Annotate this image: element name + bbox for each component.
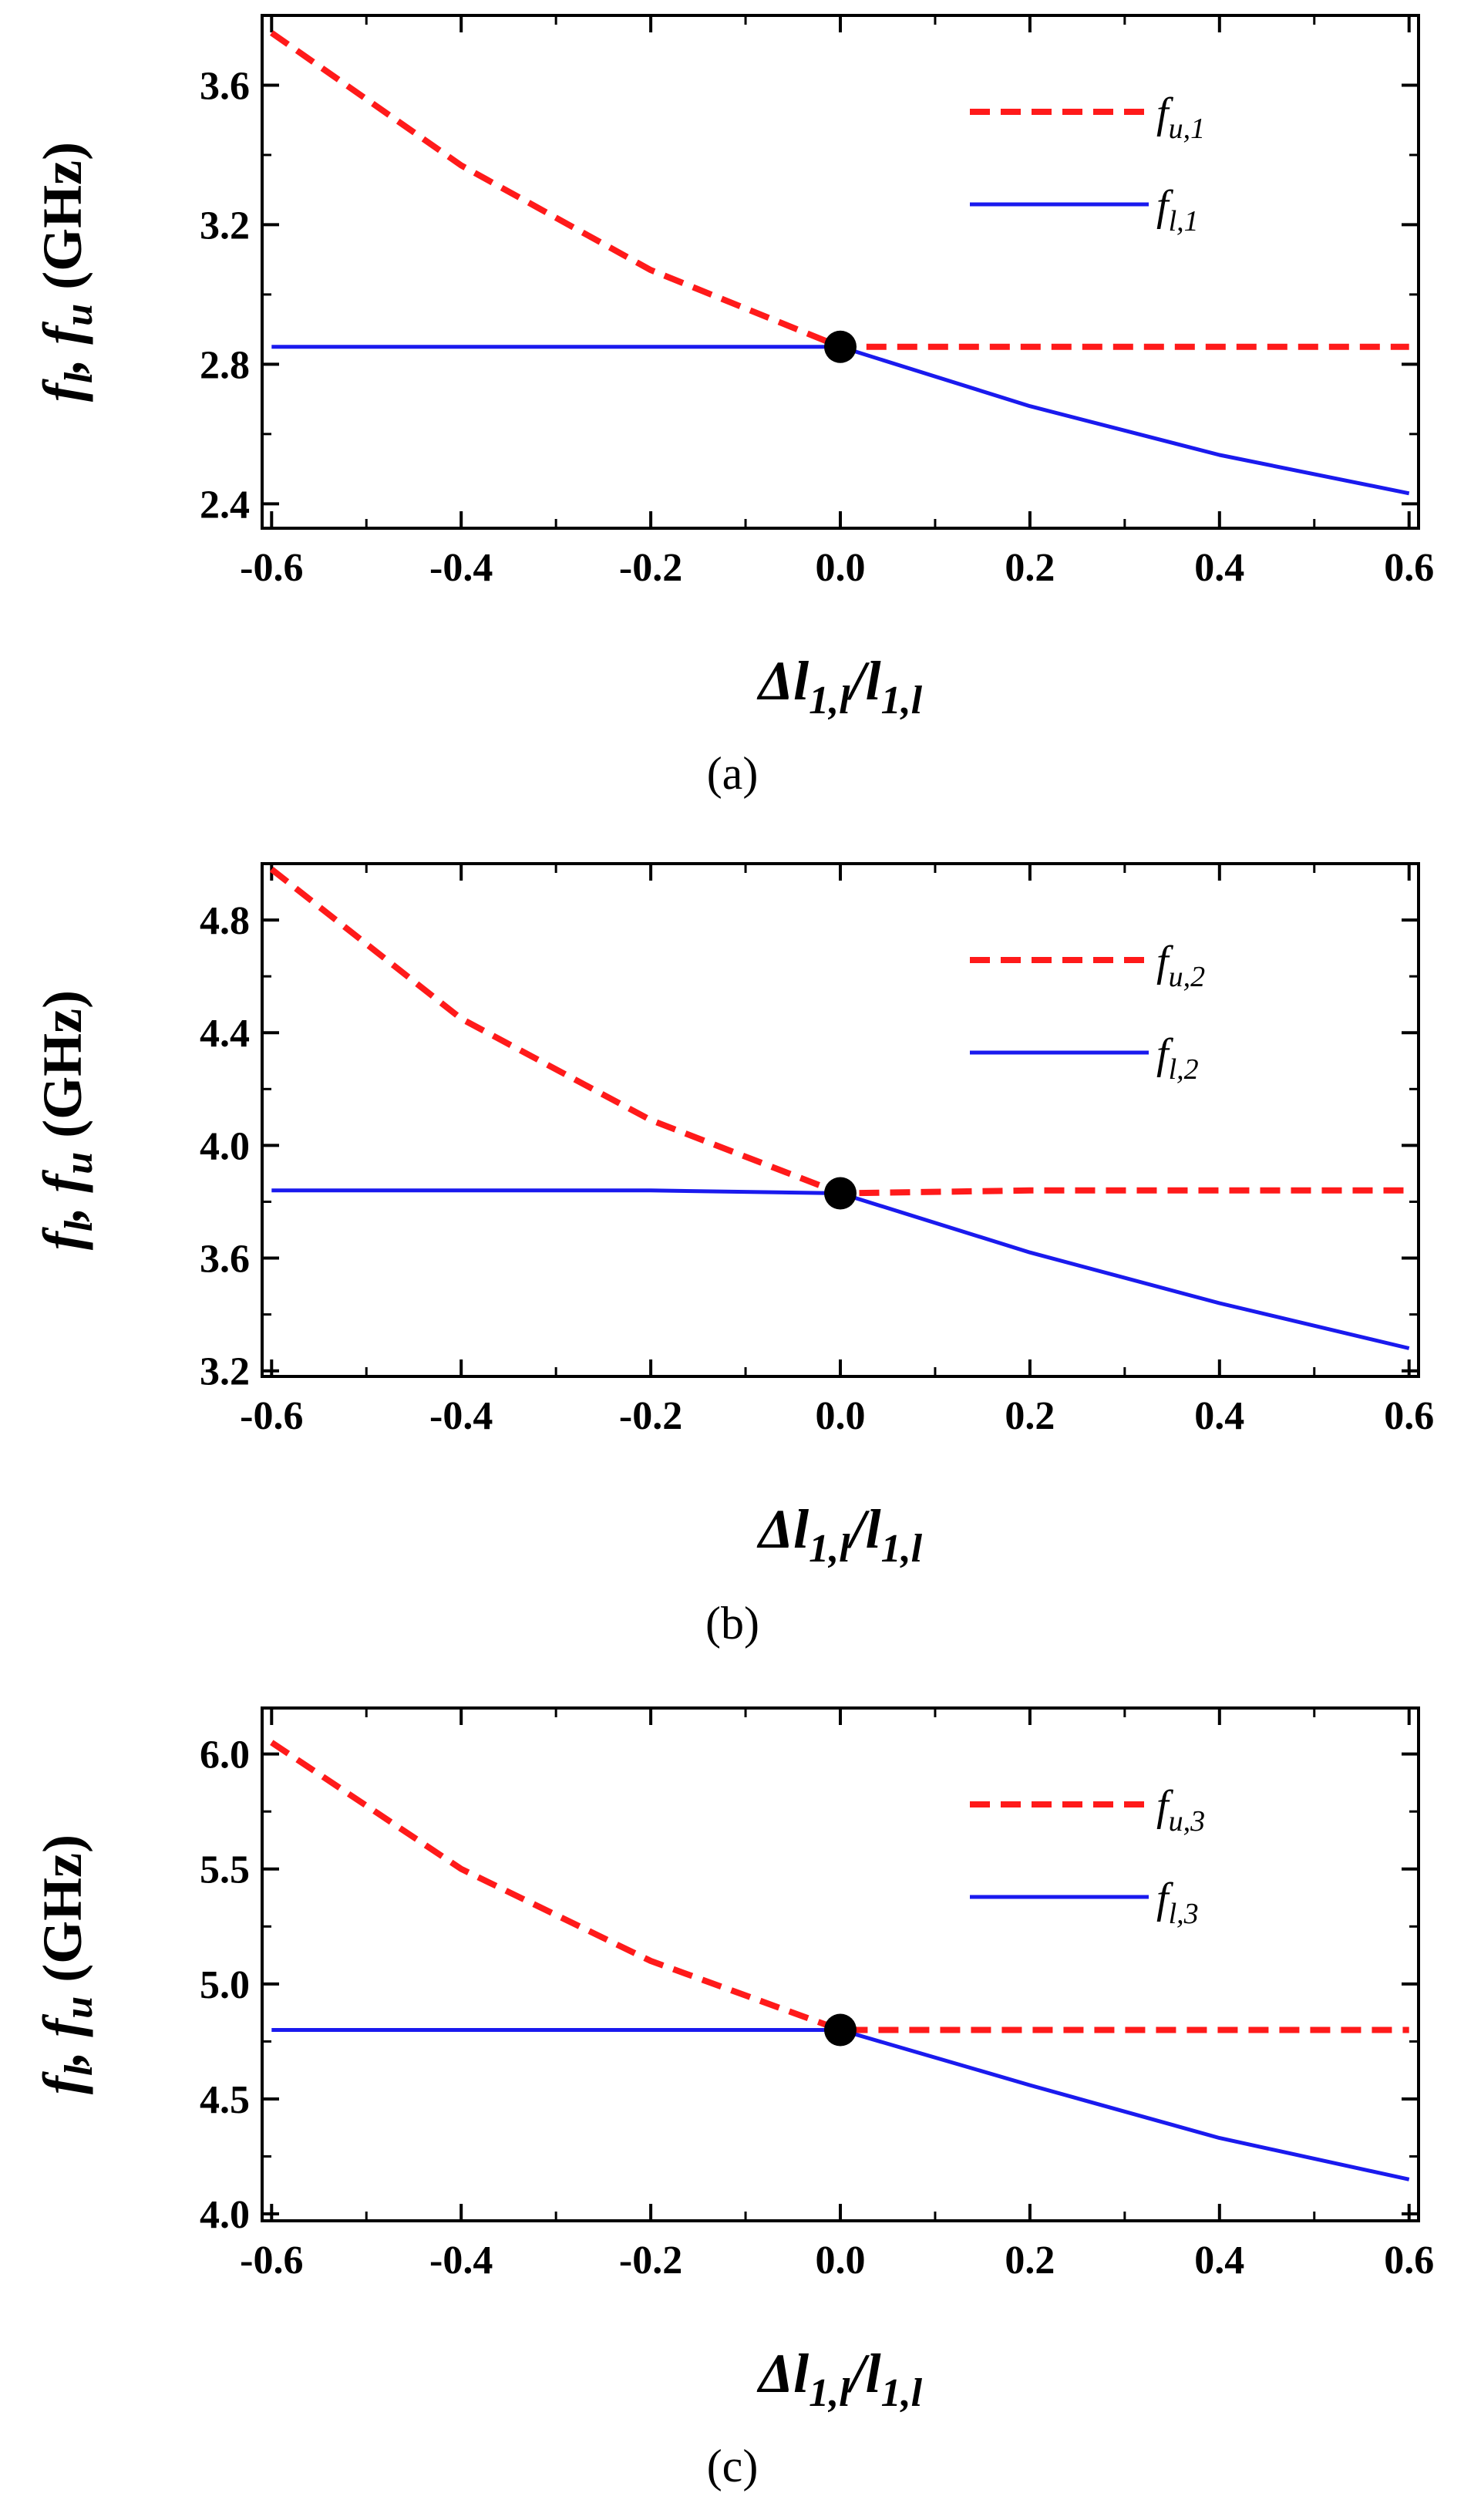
- x-axis-label-sub2: 1,l: [881, 679, 923, 723]
- legend-label: fu,1: [1156, 89, 1205, 145]
- y-axis-label-unit: (GHz): [32, 990, 93, 1152]
- y-tick-label: 2.8: [200, 343, 250, 387]
- y-axis-label-comma: ,: [32, 1193, 93, 1222]
- y-tick-label: 3.6: [200, 1238, 250, 1282]
- legend-label-sub: l,2: [1169, 1053, 1199, 1086]
- y-tick-label: 3.2: [200, 1350, 250, 1394]
- panel-2: -0.6 -0.4 -0.2 0.0 0.2 0.4 0.6 3.2 3.6 4.0 4.4 4.8 f…: [32, 862, 1434, 1649]
- x-axis-label: Δl1,l/l1,l: [756, 2343, 923, 2415]
- y-tick-label: 5.0: [200, 1963, 250, 2007]
- x-tick-label: -0.2: [619, 2239, 682, 2282]
- y-axis-label: fl, fu (GHz): [32, 142, 101, 402]
- y-tick-label: 2.4: [200, 483, 250, 527]
- y-tick-label: 4.5: [200, 2078, 250, 2122]
- x-axis-label-sub: 1,l: [809, 1527, 850, 1571]
- x-tick-label: 0.6: [1384, 2239, 1434, 2282]
- y-tick-label: 4.0: [200, 1124, 250, 1168]
- series-line-f-u-3: [270, 1740, 1409, 2033]
- series-line-f-u-2: [269, 867, 1409, 1197]
- x-tick-label: -0.2: [619, 1394, 682, 1438]
- panel-caption: (b): [705, 1598, 759, 1649]
- legend-label: fu,3: [1156, 1782, 1205, 1838]
- y-axis-label: fl, fu (GHz): [32, 990, 101, 1250]
- x-tick-label: -0.4: [429, 1394, 493, 1438]
- x-axis-label-sub: 1,l: [809, 2371, 850, 2415]
- legend-label: fu,2: [1156, 938, 1205, 993]
- x-axis-label-sub2: 1,l: [881, 2371, 923, 2415]
- series-line-f-l-1: [271, 345, 1410, 496]
- series-line-f-l-2: [271, 1188, 1410, 1350]
- x-tick-label: -0.6: [240, 2239, 303, 2282]
- x-tick-label: 0.6: [1384, 1394, 1434, 1438]
- legend-label-sub: l,1: [1169, 205, 1199, 238]
- legend-label: fl,3: [1156, 1875, 1199, 1930]
- x-axis-label-sub2: 1,l: [881, 1527, 923, 1571]
- x-tick-label: -0.4: [429, 2239, 493, 2282]
- y-tick-label: 4.8: [200, 899, 250, 943]
- x-tick-label: 0.6: [1384, 546, 1434, 590]
- x-axis-label-main2: l: [866, 650, 881, 712]
- y-tick-label: 5.5: [200, 1848, 250, 1892]
- x-tick-label: -0.6: [240, 546, 303, 590]
- y-axis-label-sub2: u: [57, 1152, 101, 1174]
- x-axis-label-main2: l: [866, 1498, 881, 1560]
- x-axis-label-main: Δl: [756, 650, 809, 712]
- x-axis-label-main2: l: [866, 2343, 881, 2404]
- x-tick-label: -0.2: [619, 546, 682, 590]
- y-tick-label: 6.0: [200, 1733, 250, 1777]
- x-tick-label: 0.0: [816, 1394, 866, 1438]
- y-tick-label: 4.4: [200, 1012, 250, 1056]
- panel-caption: (c): [707, 2441, 759, 2491]
- y-tick-label: 3.2: [200, 204, 250, 248]
- legend-label-sub: l,3: [1169, 1898, 1199, 1930]
- x-tick-label: -0.6: [240, 1394, 303, 1438]
- y-axis-label-comma: ,: [32, 345, 93, 374]
- legend-label: fl,1: [1156, 182, 1199, 238]
- legend-label-sub: u,1: [1169, 113, 1206, 145]
- crossover-marker: [824, 1177, 857, 1210]
- panel-3: -0.6 -0.4 -0.2 0.0 0.2 0.4 0.6 4.0 4.5 5.0 5.5 6.0 f…: [32, 1706, 1434, 2491]
- y-axis-label-sub2: u: [57, 1996, 101, 2019]
- legend-label-sub: u,2: [1169, 961, 1206, 993]
- y-axis-label-sub: l: [57, 2064, 101, 2076]
- x-axis-label-main: Δl: [756, 1498, 809, 1560]
- series-line-f-u-1: [270, 30, 1409, 350]
- x-tick-label: 0.4: [1194, 2239, 1244, 2282]
- x-axis-label: Δl1,l/l1,l: [756, 1498, 923, 1571]
- legend-label-sub: u,3: [1169, 1805, 1206, 1838]
- plot-frame: [261, 14, 1420, 530]
- x-tick-label: -0.4: [429, 546, 493, 590]
- crossover-marker: [824, 2013, 857, 2047]
- y-axis-label-sub: l: [57, 1220, 101, 1231]
- y-axis-label-sub2: u: [57, 304, 101, 326]
- x-tick-label: 0.2: [1005, 2239, 1055, 2282]
- series-line-f-l-3: [271, 2028, 1410, 2181]
- y-axis-label-unit: (GHz): [32, 1834, 93, 1996]
- plot-frame: [261, 862, 1420, 1378]
- x-axis-label: Δl1,l/l1,l: [756, 650, 923, 723]
- panel-1: -0.6 -0.4 -0.2 0.0 0.2 0.4 0.6 2.4 2.8 3.2 3.6 fu,1…: [32, 14, 1434, 799]
- x-tick-label: 0.0: [816, 2239, 866, 2282]
- panel-caption: (a): [707, 748, 759, 799]
- y-tick-label: 4.0: [200, 2193, 250, 2237]
- y-axis-label-sub: l: [57, 372, 101, 383]
- crossover-marker: [824, 330, 857, 363]
- x-axis-label-main: Δl: [756, 2343, 809, 2404]
- x-tick-label: 0.4: [1194, 546, 1244, 590]
- x-tick-label: 0.2: [1005, 546, 1055, 590]
- y-axis-label: fl, fu (GHz): [32, 1834, 101, 2094]
- x-axis-label-sub: 1,l: [809, 679, 850, 723]
- legend-label: fl,2: [1156, 1030, 1199, 1086]
- x-tick-label: 0.4: [1194, 1394, 1244, 1438]
- x-tick-label: 0.2: [1005, 1394, 1055, 1438]
- y-tick-label: 3.6: [200, 64, 250, 108]
- y-axis-label-unit: (GHz): [32, 142, 93, 304]
- y-axis-label-comma: ,: [32, 2037, 93, 2067]
- x-tick-label: 0.0: [816, 546, 866, 590]
